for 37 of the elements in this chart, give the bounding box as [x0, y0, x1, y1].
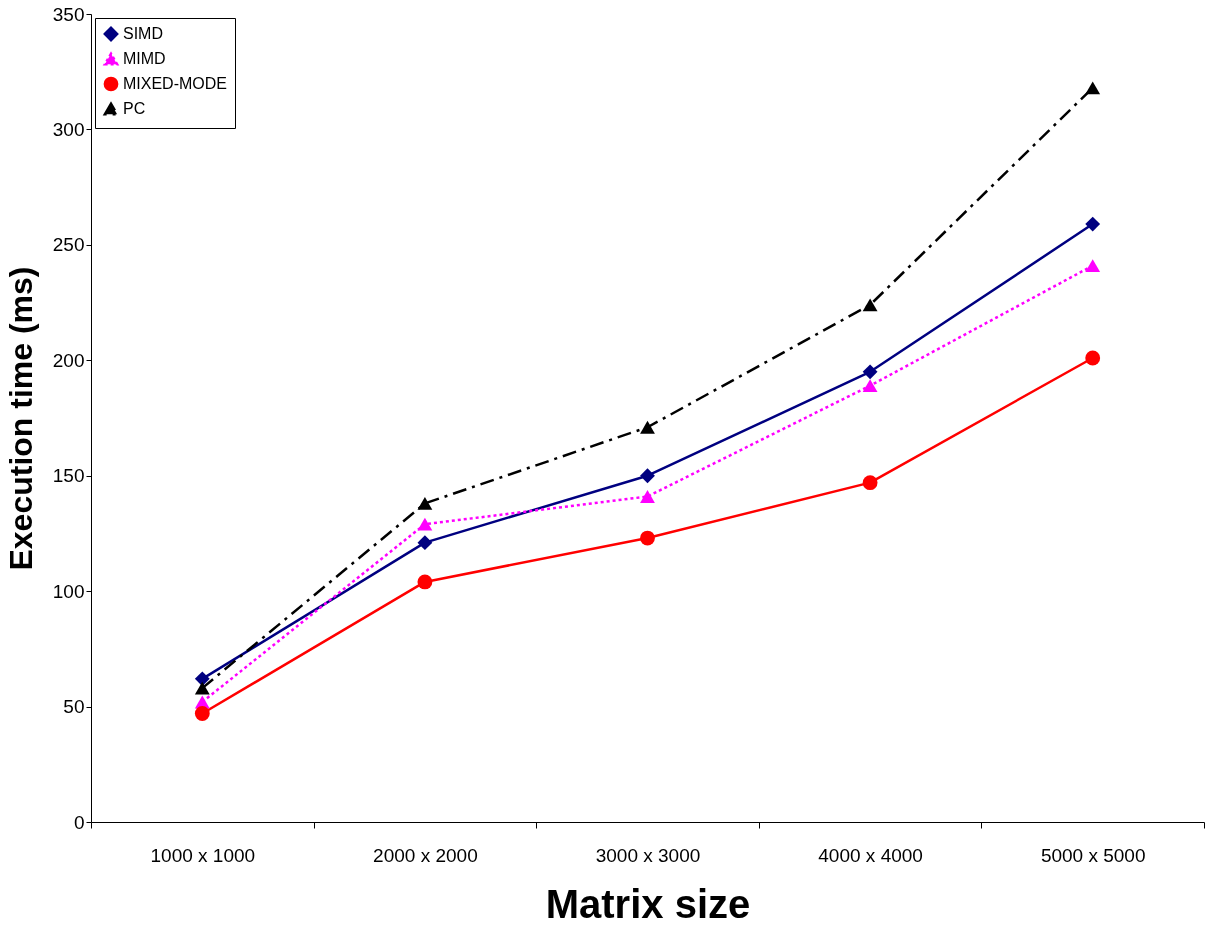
point [862, 298, 878, 312]
point [640, 530, 655, 546]
y-tick-label: 100 [52, 580, 85, 602]
point [1085, 350, 1101, 366]
point [194, 706, 210, 721]
point [640, 420, 655, 434]
x-tick-label: 5000 x 5000 [1040, 844, 1146, 866]
point [862, 475, 878, 491]
x-tick-label: 2000 x 2000 [373, 844, 478, 866]
point [417, 496, 433, 510]
x-tick-label: 1000 x 1000 [150, 844, 256, 866]
y-tick-label: 350 [52, 3, 85, 25]
x-tick-label: 4000 x 4000 [818, 844, 923, 866]
y-tick-label: 300 [52, 118, 85, 140]
y-axis-title: Execution time (ms) [2, 266, 39, 571]
legend-label: MIMD [123, 50, 166, 67]
x-axis-title: Matrix size [545, 881, 751, 926]
point [1085, 259, 1101, 273]
point [862, 379, 878, 393]
x-tick-label: 3000 x 3000 [595, 844, 701, 866]
point [640, 468, 655, 484]
point [1085, 81, 1101, 95]
point [417, 535, 433, 551]
y-tick-label: 200 [52, 349, 85, 371]
y-tick-label: 0 [73, 811, 85, 833]
point [1085, 216, 1101, 232]
legend-label: PC [123, 100, 146, 117]
legend-label: MIXED-MODE [123, 75, 227, 92]
point [417, 574, 433, 590]
point [417, 517, 433, 531]
point [194, 681, 210, 695]
y-tick-label: 50 [63, 696, 85, 718]
legend-label: SIMD [123, 25, 163, 42]
y-tick-label: 150 [52, 465, 85, 487]
point [862, 364, 878, 380]
point [640, 490, 655, 503]
y-tick-label: 250 [52, 234, 85, 256]
